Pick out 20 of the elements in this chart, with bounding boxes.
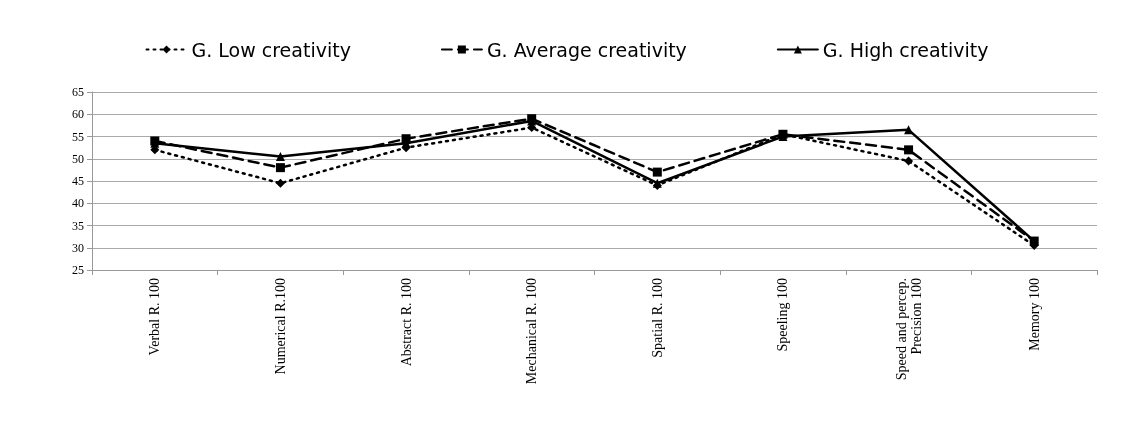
x-tick-label: Memory 100 — [1026, 278, 1042, 351]
legend-label: G. Low creativity — [191, 38, 351, 61]
y-tick-label: 65 — [72, 85, 84, 99]
x-tick-label: Spatial R. 100 — [649, 278, 665, 358]
y-tick-label: 30 — [72, 240, 84, 255]
x-tick-label: Speeling 100 — [775, 278, 791, 352]
legend-label: G. Average creativity — [486, 38, 687, 61]
legend-label: G. High creativity — [822, 38, 989, 61]
y-tick-label: 35 — [72, 218, 84, 233]
x-tick-label: Verbal R. 100 — [147, 278, 163, 356]
y-tick-label: 60 — [72, 107, 84, 122]
x-tick-label: Abstract R. 100 — [398, 278, 414, 367]
x-tick-label: Numerical R.100 — [272, 278, 288, 375]
y-tick-label: 55 — [72, 129, 84, 144]
y-tick-label: 45 — [72, 174, 84, 188]
y-tick-label: 40 — [72, 196, 84, 211]
x-tick-label: Speed and percep. Precision 100 — [893, 278, 924, 381]
y-tick-label: 25 — [72, 263, 84, 277]
x-tick-label: Mechanical R. 100 — [524, 278, 540, 385]
y-tick-label: 50 — [72, 151, 84, 166]
